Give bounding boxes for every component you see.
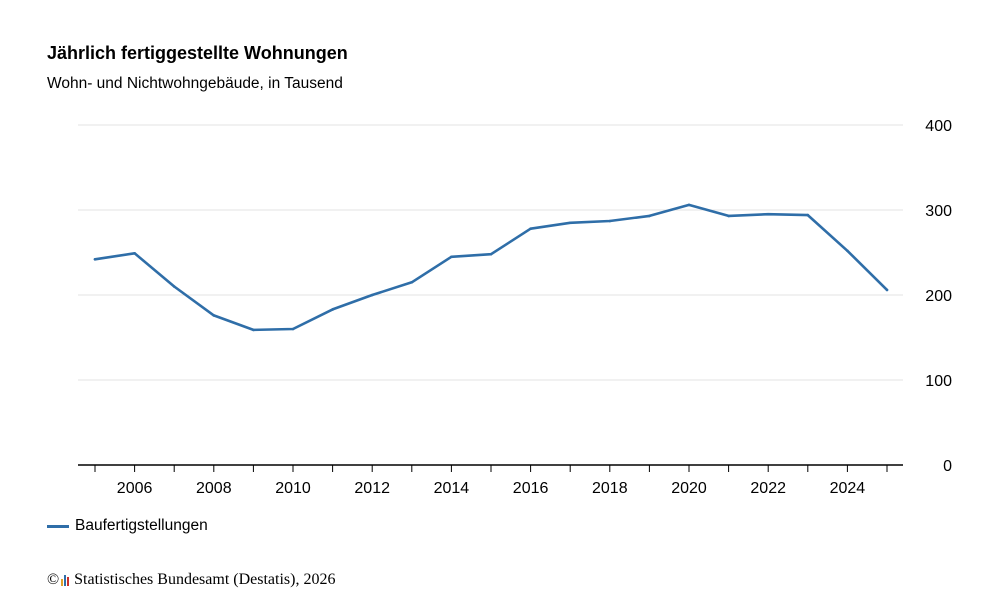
chart-legend: Baufertigstellungen <box>47 517 208 535</box>
data-point <box>291 327 295 331</box>
data-point <box>568 221 572 225</box>
data-point <box>766 212 770 216</box>
logo-bar <box>64 575 67 586</box>
data-point <box>93 258 97 261</box>
logo-bar <box>61 579 64 586</box>
x-tick-label: 2010 <box>275 480 311 497</box>
data-point <box>687 203 691 207</box>
y-tick-label: 300 <box>925 203 952 220</box>
x-tick-label: 2012 <box>354 480 390 497</box>
data-point <box>846 249 849 253</box>
y-tick-label: 200 <box>925 288 952 305</box>
data-point <box>410 280 414 284</box>
x-tick-label: 2006 <box>117 480 153 497</box>
data-point <box>608 219 612 223</box>
source-credit: © Statistisches Bundesamt (Destatis), 20… <box>47 571 335 589</box>
data-point <box>648 214 651 218</box>
destatis-logo-icon <box>61 574 70 586</box>
data-point <box>212 314 216 317</box>
data-point <box>727 214 730 218</box>
y-tick-label: 100 <box>925 373 952 390</box>
data-point <box>370 293 374 297</box>
data-point <box>252 328 255 332</box>
data-point <box>529 227 532 230</box>
x-tick-label: 2016 <box>513 480 549 497</box>
x-tick-label: 2022 <box>750 480 786 497</box>
source-text: Statistisches Bundesamt (Destatis), 2026 <box>74 571 336 588</box>
chart-title: Jährlich fertiggestellte Wohnungen <box>47 43 348 63</box>
data-point <box>133 252 136 255</box>
chart-subtitle: Wohn- und Nichtwohngebäude, in Tausend <box>47 75 343 92</box>
data-point <box>172 285 176 288</box>
data-point <box>806 213 810 217</box>
y-tick-label: 400 <box>925 118 952 135</box>
data-point <box>885 288 889 292</box>
copyright-symbol: © <box>47 571 60 588</box>
data-point <box>489 252 493 256</box>
logo-bar <box>67 577 70 586</box>
x-tick-label: 2014 <box>434 480 470 497</box>
legend-swatch <box>47 524 69 528</box>
x-tick-label: 2020 <box>671 480 707 497</box>
data-point <box>331 308 334 311</box>
x-tick-label: 2018 <box>592 480 628 497</box>
y-tick-label: 0 <box>943 458 952 475</box>
x-tick-label: 2008 <box>196 480 232 497</box>
legend-label: Baufertigstellungen <box>75 517 208 534</box>
data-point <box>450 255 453 259</box>
series-line <box>93 203 889 332</box>
x-tick-label: 2024 <box>830 480 866 497</box>
